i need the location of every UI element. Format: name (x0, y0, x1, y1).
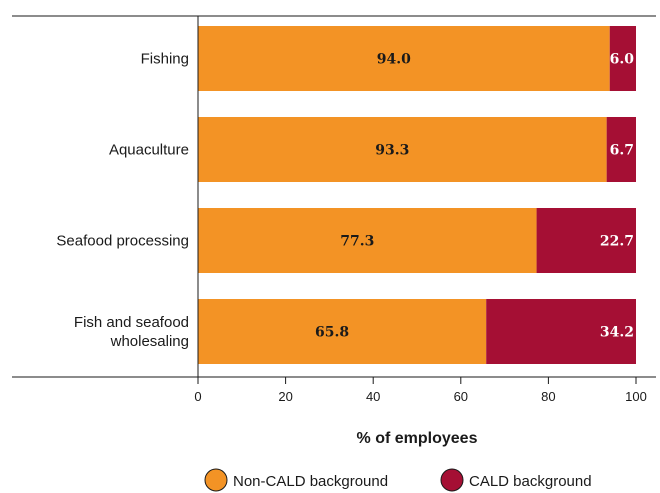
bar-segment (198, 117, 607, 182)
x-tick-label: 100 (625, 389, 647, 404)
data-label: 6.0 (610, 52, 635, 68)
legend-swatch (204, 468, 228, 492)
category-label: Fishing (141, 51, 189, 68)
legend-label: CALD background (469, 473, 592, 490)
data-label: 94.0 (377, 52, 411, 68)
data-label: 34.2 (600, 325, 634, 341)
bar-segment (198, 299, 487, 364)
data-label: 65.8 (315, 325, 349, 341)
bar-segment (609, 26, 636, 91)
data-label: 22.7 (600, 234, 634, 250)
x-axis-title: % of employees (357, 430, 478, 447)
data-label: 93.3 (375, 143, 409, 159)
bar-segment (198, 26, 610, 91)
legend-swatch (440, 468, 464, 492)
category-label: Aquaculture (109, 142, 189, 159)
category-label: Seafood processing (56, 233, 189, 250)
x-tick-label: 20 (278, 389, 292, 404)
x-tick-label: 60 (454, 389, 468, 404)
bar-segment (606, 117, 636, 182)
data-label: 6.7 (610, 143, 634, 159)
x-tick-label: 80 (541, 389, 555, 404)
bar-segment (486, 299, 636, 364)
legend-label: Non-CALD background (233, 473, 388, 490)
legend: Non-CALD background CALD background (204, 468, 592, 492)
bar-segment (198, 208, 537, 273)
axis-layer: Fishing Aquaculture Seafood processing Fish… (12, 15, 656, 447)
x-tick-label: 40 (366, 389, 380, 404)
x-tick-label: 0 (194, 389, 201, 404)
bar-segment (536, 208, 636, 273)
data-label: 77.3 (340, 234, 374, 250)
bars-layer (198, 26, 636, 364)
category-label: wholesaling (110, 333, 189, 350)
category-label: Fish and seafood (74, 314, 189, 331)
labels-layer: 94.0 6.0 93.3 6.7 77.3 22.7 65.8 34.2 (315, 52, 634, 341)
